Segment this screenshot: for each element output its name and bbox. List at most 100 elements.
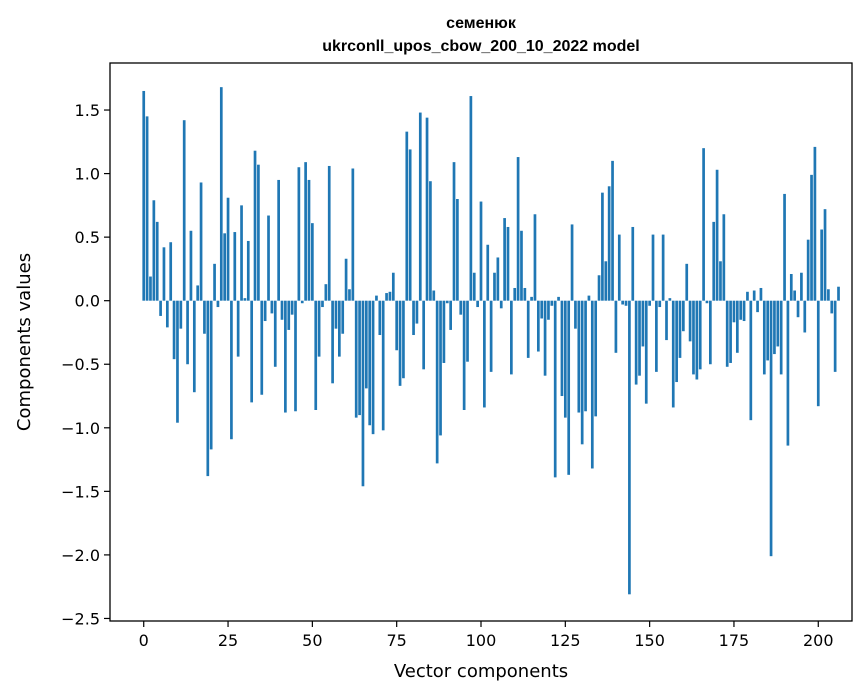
- x-tick-label: 125: [550, 631, 581, 650]
- bar-162: [688, 300, 692, 342]
- bar-177: [739, 300, 743, 320]
- bar-18: [203, 300, 206, 334]
- bar-205: [833, 300, 837, 372]
- bar-203: [827, 289, 830, 301]
- bar-20: [209, 300, 213, 450]
- bar-120: [547, 300, 550, 320]
- bar-153: [658, 300, 662, 308]
- bar-134: [594, 300, 598, 417]
- bar-109: [510, 300, 513, 375]
- bar-25: [226, 197, 230, 301]
- bar-100: [479, 201, 483, 301]
- x-tick-label: 25: [218, 631, 238, 650]
- bar-48: [304, 162, 307, 301]
- bar-72: [385, 293, 388, 301]
- bar-58: [338, 300, 341, 357]
- bar-163: [692, 300, 695, 375]
- bar-129: [577, 300, 581, 413]
- bar-159: [678, 300, 682, 358]
- bar-118: [540, 300, 544, 319]
- bar-176: [735, 300, 739, 353]
- bar-115: [530, 296, 533, 301]
- bar-147: [638, 300, 641, 376]
- bar-85: [429, 181, 432, 301]
- bar-126: [567, 300, 571, 475]
- y-axis-ticks: 1.5 1.0 0.5 0.0 −0.5 −1.0 −1.5 −2.0 −2.5: [61, 101, 110, 628]
- bar-11: [179, 300, 183, 329]
- bar-series: [142, 87, 840, 595]
- bar-15: [192, 300, 196, 393]
- bar-27: [233, 232, 237, 301]
- bar-146: [634, 300, 638, 385]
- bar-111: [516, 157, 520, 301]
- bar-56: [331, 300, 334, 384]
- bar-88: [439, 300, 442, 436]
- bar-140: [614, 300, 618, 353]
- bar-83: [422, 300, 426, 370]
- bar-41: [280, 300, 284, 320]
- x-axis-ticks: 0 25 50 75 100 125 150 175 200: [139, 621, 834, 650]
- bar-181: [752, 290, 756, 301]
- bar-198: [810, 174, 813, 301]
- bar-135: [597, 275, 601, 301]
- bar-137: [604, 261, 608, 301]
- bar-51: [314, 300, 318, 410]
- bar-6: [162, 247, 166, 301]
- bar-182: [756, 300, 759, 313]
- bar-80: [412, 300, 415, 336]
- bar-81: [415, 300, 419, 324]
- bar-26: [230, 300, 233, 440]
- bar-170: [715, 169, 719, 301]
- bar-84: [425, 117, 429, 301]
- bar-164: [695, 300, 699, 380]
- bar-77: [402, 300, 405, 379]
- bar-179: [746, 291, 749, 301]
- bar-36: [263, 300, 267, 322]
- bar-136: [601, 192, 604, 301]
- chart-title: семенюк: [446, 15, 517, 32]
- bar-151: [651, 234, 655, 301]
- bar-168: [709, 300, 712, 365]
- bar-17: [199, 182, 203, 301]
- bar-34: [257, 164, 260, 301]
- bar-90: [445, 300, 449, 304]
- bar-45: [294, 300, 297, 412]
- bar-102: [486, 244, 490, 301]
- y-tick-label: 1.5: [75, 101, 100, 120]
- bar-16: [196, 285, 200, 301]
- y-tick-label: −1.5: [61, 482, 100, 501]
- bar-169: [712, 221, 716, 301]
- bar-33: [253, 150, 257, 301]
- bar-204: [830, 300, 834, 314]
- bar-114: [526, 300, 530, 358]
- bar-96: [466, 300, 469, 362]
- bar-183: [759, 287, 763, 301]
- bar-125: [563, 300, 567, 418]
- bar-12: [182, 120, 186, 301]
- bar-57: [334, 300, 338, 329]
- bar-79: [408, 149, 412, 301]
- bar-184: [762, 300, 766, 375]
- bar-107: [503, 218, 506, 301]
- bar-40: [277, 179, 280, 301]
- bar-95: [462, 300, 466, 410]
- y-tick-label: −1.0: [61, 419, 100, 438]
- bar-91: [449, 300, 452, 330]
- bar-24: [223, 233, 227, 301]
- bar-144: [628, 300, 631, 595]
- bar-89: [442, 300, 446, 363]
- y-axis-label: Components values: [14, 253, 35, 431]
- bar-42: [284, 300, 287, 413]
- bar-154: [661, 234, 665, 301]
- bar-143: [624, 300, 628, 306]
- bar-101: [483, 300, 486, 408]
- bar-37: [267, 215, 270, 301]
- bar-178: [742, 300, 746, 322]
- bar-76: [398, 300, 402, 386]
- bar-43: [287, 300, 291, 330]
- bar-128: [574, 300, 577, 329]
- bar-124: [560, 300, 564, 397]
- bar-49: [307, 179, 311, 301]
- bar-105: [496, 257, 500, 301]
- bar-98: [472, 272, 476, 301]
